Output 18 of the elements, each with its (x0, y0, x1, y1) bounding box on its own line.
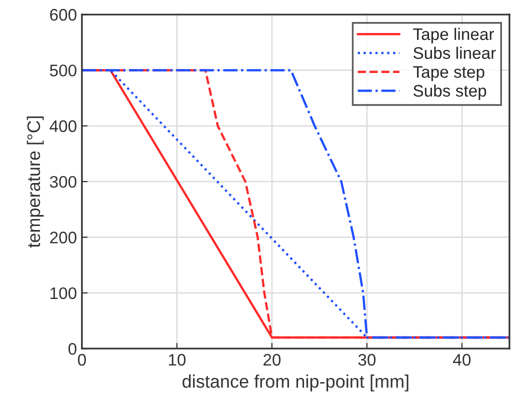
y-tick-label: 100 (50, 287, 76, 300)
legend-label: Tape linear (413, 28, 494, 44)
legend-label: Tape step (413, 66, 484, 82)
x-axis-title: distance from nip-point [mm] (182, 374, 408, 392)
legend-label: Subs linear (413, 46, 496, 59)
x-tick-label: 0 (78, 354, 86, 366)
legend-label: Subs step (413, 84, 486, 100)
x-tick-label: 40 (453, 354, 471, 366)
y-tick-label: 400 (50, 120, 76, 132)
y-tick-label: 200 (50, 232, 76, 244)
y-axis-title: temperature [°C] (26, 116, 44, 248)
x-tick-label: 30 (358, 354, 376, 366)
y-tick-label: 300 (50, 176, 76, 188)
y-tick-label: 0 (68, 343, 76, 355)
y-tick-label: 500 (50, 64, 76, 76)
x-tick-label: 10 (168, 354, 186, 366)
y-tick-label: 600 (50, 8, 76, 21)
x-tick-label: 20 (264, 354, 281, 366)
